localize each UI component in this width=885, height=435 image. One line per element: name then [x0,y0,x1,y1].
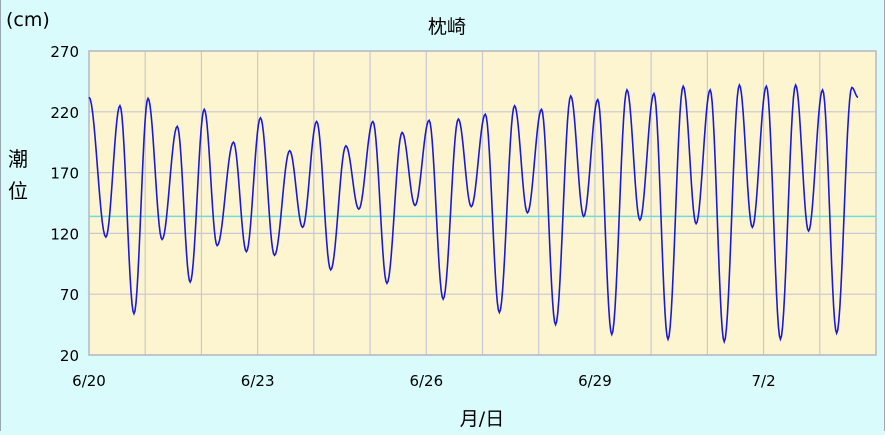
y-tick-label: 120 [50,225,79,243]
x-tick-label: 6/26 [409,372,443,390]
y-tick-label: 170 [50,165,79,183]
unit-label: (cm) [6,9,50,31]
x-tick-label: 6/29 [578,372,612,390]
x-tick-labels: 6/20 6/23 6/26 6/29 7/2 [72,372,775,390]
y-tick-label: 20 [60,347,79,365]
x-tick-label: 7/2 [752,372,776,390]
y-tick-label: 270 [50,43,79,61]
y-tick-labels: 20 70 120 170 220 270 [50,43,79,365]
y-axis-label-char-2: 位 [8,179,28,203]
x-axis-label: 月/日 [460,408,504,430]
chart-title: 枕崎 [428,16,466,38]
tide-line [88,82,859,345]
x-tick-label: 6/23 [241,372,275,390]
plot-border [88,50,877,356]
y-tick-label: 70 [60,286,79,304]
frame-left-border [0,0,1,431]
x-tick-label: 6/20 [72,372,106,390]
y-tick-label: 220 [50,104,79,122]
y-axis-label-char-1: 潮 [8,147,28,171]
